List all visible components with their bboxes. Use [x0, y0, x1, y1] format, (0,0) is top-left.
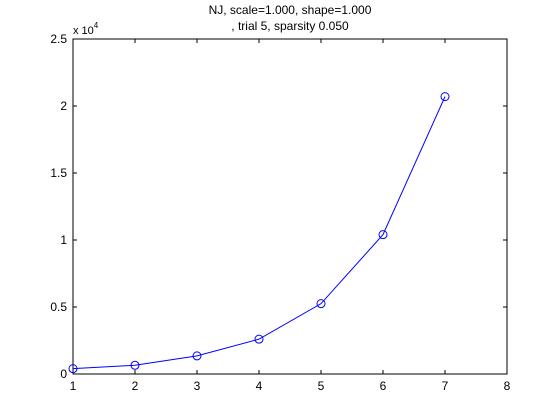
data-point	[68, 364, 78, 374]
data-point	[130, 360, 140, 370]
x-tick-label: 5	[318, 379, 325, 393]
y-tick-label: 1.5	[50, 166, 67, 180]
data-point	[440, 92, 450, 102]
y-axis: 0 0.5 1 1.5 2 2.5	[50, 32, 507, 381]
x-tick-label: 1	[70, 379, 77, 393]
x-tick-label: 6	[380, 379, 387, 393]
y-tick-label: 2	[60, 99, 67, 113]
x-tick-label: 2	[132, 379, 139, 393]
chart-title-line-2: , trial 5, sparsity 0.050	[231, 19, 349, 33]
y-exponent-power: 4	[94, 21, 99, 30]
y-tick-label: 0	[60, 367, 67, 381]
chart-title-line-1: NJ, scale=1.000, shape=1.000	[209, 3, 372, 17]
series-layer	[68, 92, 450, 374]
y-exponent-base: x 10	[73, 25, 94, 37]
plot-area	[72, 38, 508, 375]
data-point	[192, 351, 202, 361]
y-tick-label: 1	[60, 233, 67, 247]
x-tick-label: 3	[194, 379, 201, 393]
x-tick-label: 4	[256, 379, 263, 393]
y-tick-label: 2.5	[50, 32, 67, 46]
y-tick-label: 0.5	[50, 300, 67, 314]
x-axis: 1 2 3 4 5 6 7 8	[70, 39, 511, 393]
data-point	[378, 230, 388, 240]
y-exponent-label: x 104	[73, 21, 99, 37]
data-point	[254, 334, 264, 344]
series-line	[72, 96, 446, 370]
x-tick-label: 8	[504, 379, 511, 393]
data-point	[316, 299, 326, 309]
x-tick-label: 7	[442, 379, 449, 393]
